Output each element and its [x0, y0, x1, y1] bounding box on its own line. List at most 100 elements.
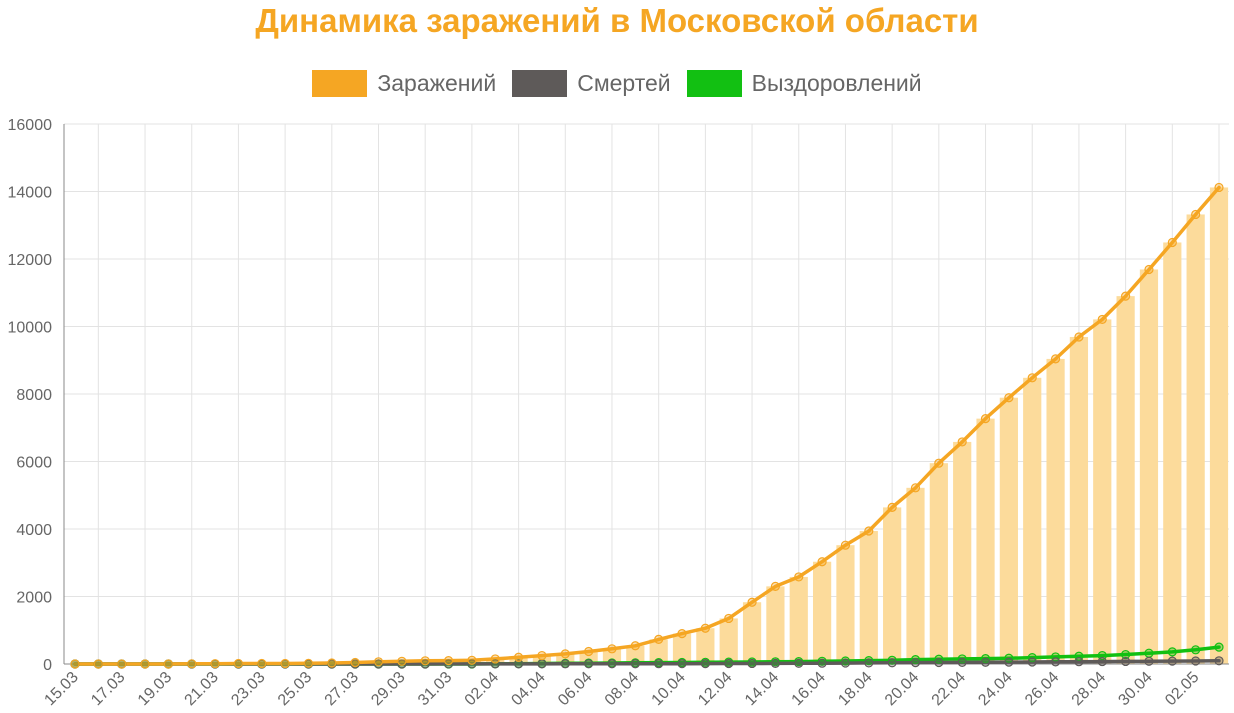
- data-point-0: [1027, 373, 1037, 383]
- bar: [1046, 358, 1065, 664]
- x-tick-label: 17.03: [88, 669, 128, 709]
- data-point-2: [1167, 647, 1177, 657]
- x-tick-label: 29.03: [368, 669, 408, 709]
- bar: [649, 639, 668, 664]
- legend-label-deaths: Смертей: [577, 70, 671, 96]
- data-point-0: [443, 656, 454, 666]
- data-point-0: [934, 458, 944, 468]
- data-point-0: [1167, 237, 1177, 248]
- data-point-0: [1004, 393, 1014, 403]
- x-tick-label: 14.04: [742, 669, 782, 709]
- data-point-0: [654, 634, 664, 644]
- data-point-0: [140, 659, 150, 669]
- data-point-0: [513, 652, 524, 662]
- data-point-0: [1191, 209, 1201, 220]
- bar: [462, 660, 482, 664]
- data-point-0: [724, 613, 734, 624]
- data-point-0: [887, 502, 897, 512]
- x-tick-label: 23.03: [228, 669, 268, 709]
- bar: [836, 545, 855, 664]
- data-point-0: [700, 623, 710, 633]
- data-point-1: [630, 659, 640, 669]
- bar: [579, 651, 598, 664]
- x-tick-label: 25.03: [275, 669, 315, 709]
- data-point-0: [210, 659, 220, 669]
- legend: Заражений Смертей Выздоровлений: [0, 70, 1234, 97]
- x-tick-label: 27.03: [322, 669, 362, 709]
- x-tick-label: 02.05: [1162, 669, 1202, 709]
- legend-item-recoveries[interactable]: Выздоровлений: [686, 70, 922, 97]
- data-point-0: [163, 659, 173, 669]
- y-tick-label: 14000: [8, 185, 53, 202]
- x-tick-label: 12.04: [695, 669, 735, 709]
- data-point-0: [420, 656, 430, 666]
- data-point-0: [1074, 332, 1084, 342]
- data-point-1: [724, 658, 734, 669]
- bar: [999, 397, 1018, 664]
- data-point-1: [1214, 656, 1224, 666]
- data-point-1: [1191, 656, 1201, 666]
- data-point-0: [794, 572, 804, 582]
- bar: [953, 441, 972, 664]
- data-point-0: [327, 658, 337, 668]
- data-point-1: [537, 659, 547, 669]
- data-point-0: [980, 414, 991, 424]
- x-tick-label: 02.04: [462, 669, 502, 709]
- data-point-1: [490, 659, 500, 669]
- legend-label-recoveries: Выздоровлений: [751, 70, 922, 96]
- x-tick-label: 06.04: [555, 669, 595, 709]
- x-tick-label: 20.04: [882, 669, 922, 709]
- data-point-0: [957, 437, 967, 447]
- data-point-0: [1121, 291, 1131, 301]
- bar: [812, 561, 832, 664]
- y-tick-label: 16000: [8, 117, 53, 134]
- bar: [883, 507, 902, 664]
- data-point-0: [280, 658, 290, 669]
- data-point-0: [910, 483, 921, 493]
- data-point-1: [1027, 657, 1037, 667]
- data-point-0: [1050, 354, 1061, 364]
- bar: [602, 648, 622, 664]
- data-point-0: [490, 654, 500, 664]
- data-point-1: [910, 658, 921, 668]
- x-tick-label: 18.04: [835, 669, 875, 709]
- bar: [766, 586, 785, 664]
- data-point-2: [1144, 648, 1154, 658]
- bar: [719, 618, 738, 664]
- x-tick-label: 19.03: [135, 669, 175, 709]
- x-tick-label: 08.04: [602, 669, 642, 709]
- data-point-1: [980, 657, 991, 667]
- data-point-1: [677, 659, 687, 669]
- bar: [1023, 377, 1042, 664]
- data-point-0: [467, 655, 477, 665]
- data-point-0: [817, 557, 827, 567]
- bar: [906, 487, 925, 664]
- legend-item-infections[interactable]: Заражений: [312, 70, 496, 97]
- data-point-0: [233, 658, 244, 669]
- legend-swatch-infections: [312, 70, 368, 97]
- data-point-1: [957, 657, 967, 667]
- bar: [1139, 269, 1159, 664]
- x-tick-label: 10.04: [649, 669, 689, 709]
- y-tick-label: 6000: [16, 455, 52, 472]
- x-tick-label: 16.04: [789, 669, 829, 709]
- x-tick-label: 22.04: [929, 669, 969, 709]
- y-tick-label: 2000: [16, 590, 52, 607]
- data-point-1: [1121, 656, 1131, 667]
- bar: [976, 418, 995, 664]
- x-tick-label: 24.04: [975, 669, 1015, 709]
- data-point-0: [350, 657, 360, 668]
- data-point-1: [864, 658, 874, 668]
- bar: [859, 531, 878, 664]
- data-point-1: [443, 659, 454, 669]
- data-point-1: [584, 659, 594, 669]
- x-tick-label: 30.04: [1115, 669, 1155, 709]
- data-point-1: [747, 658, 757, 669]
- data-point-2: [934, 654, 944, 664]
- y-tick-label: 10000: [8, 320, 53, 337]
- points: [70, 182, 1224, 669]
- y-tick-label: 8000: [16, 387, 52, 404]
- legend-item-deaths[interactable]: Смертей: [512, 70, 671, 97]
- data-point-2: [1050, 652, 1061, 662]
- data-point-2: [1191, 645, 1201, 655]
